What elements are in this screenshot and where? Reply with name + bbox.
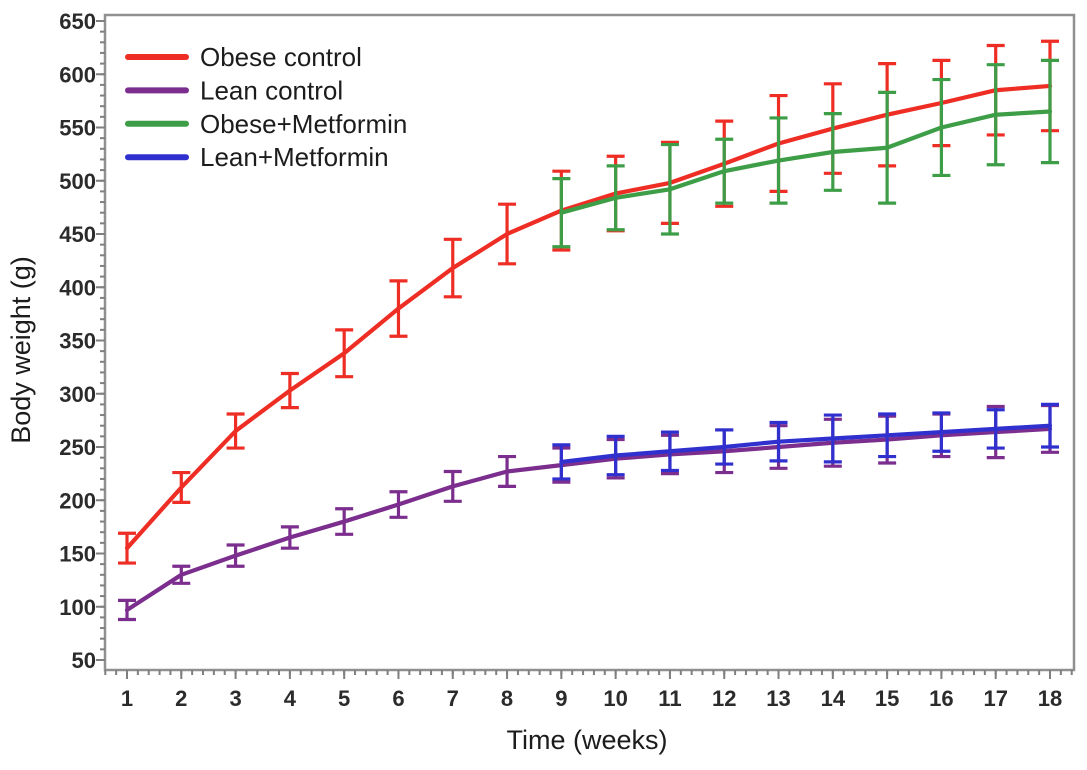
x-tick-label: 4	[284, 686, 297, 711]
legend-item-obese-control: Obese control	[125, 42, 362, 72]
y-tick-label: 50	[72, 648, 96, 673]
x-tick-label: 5	[338, 686, 350, 711]
y-tick-label: 450	[59, 222, 96, 247]
y-axis-title: Body weight (g)	[6, 256, 36, 444]
x-tick-label: 14	[821, 686, 846, 711]
y-tick-label: 100	[59, 595, 96, 620]
x-tick-label: 1	[121, 686, 133, 711]
y-tick-label: 350	[59, 329, 96, 354]
y-tick-label: 650	[59, 9, 96, 34]
legend-label-obese-metformin: Obese+Metformin	[200, 109, 407, 139]
x-tick-label: 11	[658, 686, 681, 711]
series-line-lean-control	[124, 426, 1053, 613]
legend-label-lean-metformin: Lean+Metformin	[200, 142, 389, 172]
x-tick-label: 16	[929, 686, 953, 711]
x-tick-label: 13	[766, 686, 790, 711]
series-lean-control	[118, 403, 1059, 622]
legend-label-lean-control: Lean control	[200, 75, 343, 105]
x-tick-label: 2	[175, 686, 187, 711]
series-lean-metformin	[552, 402, 1059, 481]
axis-tick-labels: 1 2 3 4 5 6 7 8 9 10 11 12 13 14 15 16 17 185010015020025…	[59, 9, 1062, 711]
legend-item-obese-metformin: Obese+Metformin	[125, 109, 407, 139]
legend-item-lean-metformin: Lean+Metformin	[125, 142, 389, 172]
x-tick-label: 12	[712, 686, 736, 711]
x-tick-label: 8	[501, 686, 513, 711]
y-tick-label: 250	[59, 435, 96, 460]
x-tick-label: 7	[447, 686, 459, 711]
y-tick-label: 500	[59, 169, 96, 194]
x-tick-label: 3	[229, 686, 241, 711]
data-series	[118, 39, 1059, 622]
y-tick-label: 400	[59, 275, 96, 300]
y-tick-label: 300	[59, 382, 96, 407]
y-tick-label: 200	[59, 488, 96, 513]
series-line-lean-metformin	[559, 423, 1053, 465]
axis-ticks	[96, 20, 1073, 679]
y-tick-label: 600	[59, 62, 96, 87]
series-line-obese-control	[124, 83, 1053, 551]
x-tick-label: 6	[392, 686, 404, 711]
x-tick-label: 10	[603, 686, 627, 711]
series-obese-metformin	[552, 58, 1059, 249]
x-tick-label: 18	[1038, 686, 1062, 711]
plot-frame	[103, 13, 1076, 672]
x-tick-label: 17	[983, 686, 1007, 711]
series-line-obese-metformin	[559, 109, 1053, 215]
legend-item-lean-control: Lean control	[125, 75, 343, 105]
x-tick-label: 15	[875, 686, 899, 711]
y-tick-label: 150	[59, 542, 96, 567]
y-tick-label: 550	[59, 116, 96, 141]
x-axis-title: Time (weeks)	[506, 725, 667, 755]
x-tick-label: 9	[555, 686, 567, 711]
legend-label-obese-control: Obese control	[200, 42, 362, 72]
